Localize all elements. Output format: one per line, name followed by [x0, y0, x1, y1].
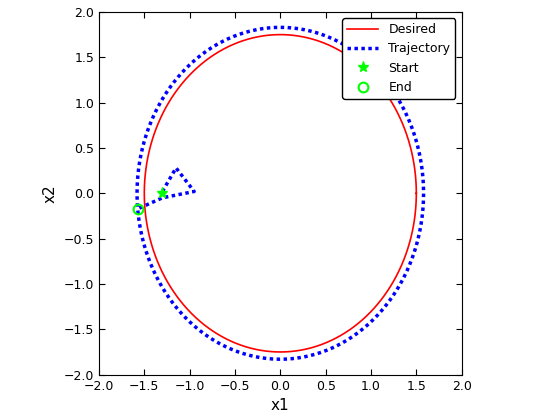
- Trajectory: [159, 189, 166, 194]
- Legend: Desired, Trajectory, Start, End: Desired, Trajectory, Start, End: [342, 18, 455, 99]
- Trajectory: [171, 303, 178, 308]
- Trajectory: [134, 206, 141, 211]
- X-axis label: x1: x1: [271, 398, 290, 413]
- Desired: [413, 191, 419, 196]
- Trajectory: [277, 25, 284, 30]
- Desired: [277, 32, 283, 37]
- Trajectory: [388, 86, 394, 91]
- Trajectory: [134, 182, 141, 187]
- Desired: [277, 349, 283, 354]
- Desired: [304, 346, 311, 352]
- Desired: [386, 96, 393, 101]
- Trajectory: [370, 64, 376, 69]
- Desired: [164, 102, 171, 107]
- Line: Desired: Desired: [144, 34, 416, 352]
- Desired: [150, 134, 157, 139]
- Desired: [319, 342, 325, 347]
- Line: Trajectory: Trajectory: [137, 27, 423, 359]
- Trajectory: [277, 357, 284, 362]
- Y-axis label: x2: x2: [43, 184, 58, 202]
- Desired: [413, 191, 419, 196]
- Trajectory: [347, 46, 353, 51]
- Desired: [225, 337, 232, 342]
- Trajectory: [366, 320, 373, 326]
